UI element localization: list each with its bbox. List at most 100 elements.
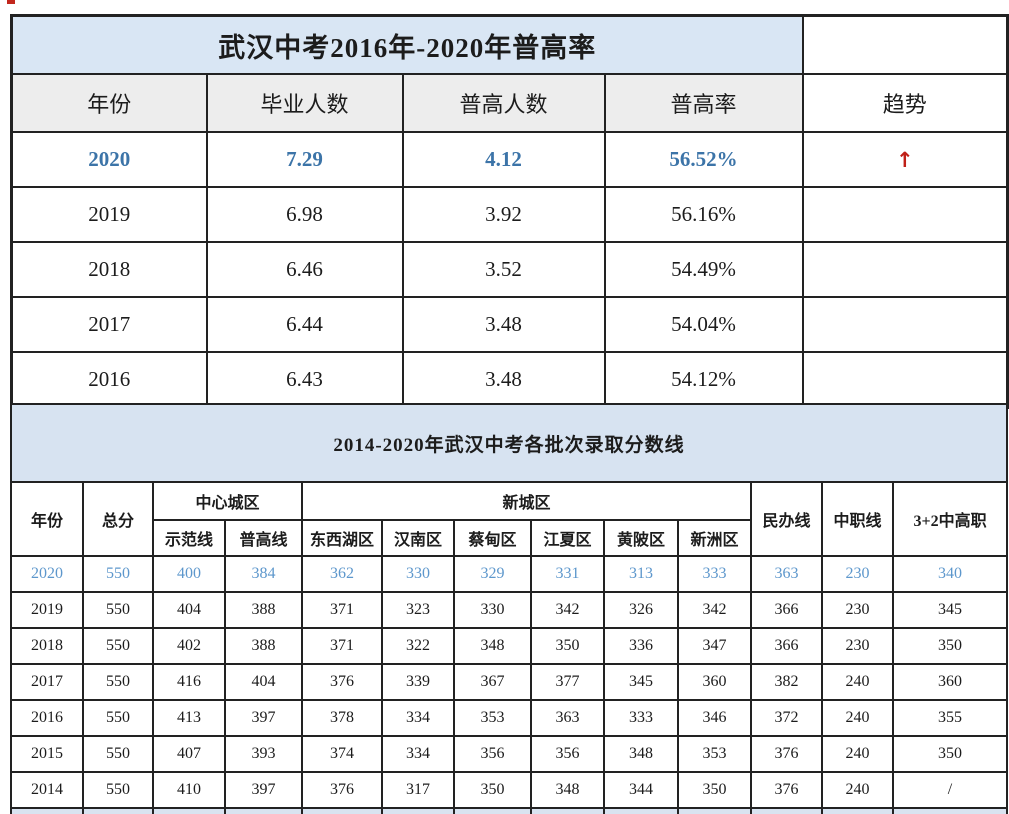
- score-cell: 356: [453, 735, 532, 773]
- table-row: 2018 6.46 3.52 54.49%: [10, 241, 1009, 298]
- table-row: 2014 550 410 397 376 317 350 348 344 350…: [10, 771, 1009, 809]
- graduates-cell: 6.43: [205, 351, 404, 409]
- year-cell: 2017: [10, 663, 84, 701]
- score-cell: 366: [750, 591, 823, 629]
- score-cell: 333: [603, 699, 679, 737]
- header-jiangxia: 江夏区: [530, 519, 605, 557]
- score-cell: 342: [677, 591, 752, 629]
- score-cell: 333: [677, 555, 752, 593]
- score-cell: 330: [381, 555, 455, 593]
- trend-cell: [801, 351, 1009, 409]
- rate-cell: 54.12%: [603, 351, 804, 409]
- score-cell: 376: [301, 663, 383, 701]
- highschool-count-cell: 4.12: [401, 131, 606, 188]
- score-cell: 350: [891, 627, 1009, 665]
- score-cell: 240: [821, 699, 894, 737]
- score-cell: 350: [530, 627, 605, 665]
- table-row: 2019 6.98 3.92 56.16%: [10, 186, 1009, 243]
- score-cell: 347: [677, 807, 752, 814]
- table-row: 2020 7.29 4.12 56.52% ↑: [10, 131, 1009, 188]
- score-table-header-row-1: 年份 总分 中心城区 新城区 民办线 中职线 3+2中高职: [10, 481, 1009, 557]
- score-cell: 384: [224, 555, 303, 593]
- score-cell: 240: [821, 735, 894, 773]
- score-cell: 345: [603, 663, 679, 701]
- score-cell: 317: [381, 771, 455, 809]
- score-cell: 550: [82, 699, 154, 737]
- header-year: 年份: [10, 73, 208, 133]
- score-cell: 397: [224, 771, 303, 809]
- year-cell: 2014: [10, 771, 84, 809]
- score-cell: 235: [821, 807, 894, 814]
- highschool-count-cell: 3.48: [401, 296, 606, 353]
- score-cell: 350: [891, 735, 1009, 773]
- score-cell: 334: [381, 735, 455, 773]
- header-graduates: 毕业人数: [205, 73, 404, 133]
- score-cell: 550: [82, 735, 154, 773]
- year-cell: 2019: [10, 591, 84, 629]
- rate-cell: 56.16%: [603, 186, 804, 243]
- table-row: 2016 6.43 3.48 54.12%: [10, 351, 1009, 409]
- graduates-cell: 6.44: [205, 296, 404, 353]
- score-cell: 336: [603, 627, 679, 665]
- score-cell: 348: [603, 735, 679, 773]
- graduates-cell: 7.29: [205, 131, 404, 188]
- year-cell: 2020: [10, 131, 208, 188]
- score-cell: 346: [677, 699, 752, 737]
- score-cell: 352: [530, 807, 605, 814]
- score-cell: 367: [453, 663, 532, 701]
- score-cell: 372: [750, 699, 823, 737]
- score-cell: 550: [82, 663, 154, 701]
- score-cell: 407: [152, 807, 226, 814]
- rate-cell: 54.04%: [603, 296, 804, 353]
- highschool-count-cell: 3.92: [401, 186, 606, 243]
- graduates-cell: 6.46: [205, 241, 404, 298]
- table-row: 2018 550 402 388 371 322 348 350 336 347…: [10, 627, 1009, 665]
- score-cell: 347: [677, 627, 752, 665]
- rate-cell: 54.49%: [603, 241, 804, 298]
- score-cell: 329: [453, 555, 532, 593]
- score-cell: 342: [530, 591, 605, 629]
- score-cell: 323: [381, 591, 455, 629]
- average-label-cell: 均值: [10, 807, 84, 814]
- header-hannan: 汉南区: [381, 519, 455, 557]
- year-cell: 2016: [10, 699, 84, 737]
- year-cell: 2015: [10, 735, 84, 773]
- score-cell: 393: [224, 807, 303, 814]
- header-year: 年份: [10, 481, 84, 557]
- score-cell: 404: [224, 663, 303, 701]
- header-vocational-line: 中职线: [821, 481, 894, 557]
- year-cell: 2018: [10, 627, 84, 665]
- score-cell: 356: [530, 735, 605, 773]
- score-cell: 348: [530, 771, 605, 809]
- score-cell: 363: [530, 699, 605, 737]
- score-cell: 335: [603, 807, 679, 814]
- header-trend: 趋势: [801, 73, 1009, 133]
- score-cell: 363: [750, 555, 823, 593]
- score-cell: 322: [381, 627, 455, 665]
- score-cell: 371: [301, 591, 383, 629]
- year-cell: 2016: [10, 351, 208, 409]
- header-highschool-rate: 普高率: [603, 73, 804, 133]
- header-higher-vocational: 3+2中高职: [891, 481, 1009, 557]
- score-cell: 413: [152, 699, 226, 737]
- score-cell: 353: [677, 735, 752, 773]
- score-cell: 350: [891, 807, 1009, 814]
- rate-table-title-row: 武汉中考2016年-2020年普高率: [10, 14, 1009, 75]
- header-central-district-group: 中心城区: [152, 481, 303, 521]
- score-cell: 230: [821, 627, 894, 665]
- score-cell: 404: [152, 591, 226, 629]
- score-cell: 230: [821, 555, 894, 593]
- score-cell: 344: [603, 771, 679, 809]
- score-cell: 350: [453, 771, 532, 809]
- score-cell: 240: [821, 771, 894, 809]
- score-cell: 400: [152, 555, 226, 593]
- score-cell: 410: [152, 771, 226, 809]
- trend-up-arrow-icon: ↑: [801, 131, 1009, 188]
- score-cell: 366: [750, 627, 823, 665]
- score-cell: 340: [891, 555, 1009, 593]
- score-cell: 240: [821, 663, 894, 701]
- header-total-score: 总分: [82, 481, 154, 557]
- red-tick-mark: [7, 0, 15, 4]
- score-cell: 355: [891, 699, 1009, 737]
- score-cell: 376: [301, 771, 383, 809]
